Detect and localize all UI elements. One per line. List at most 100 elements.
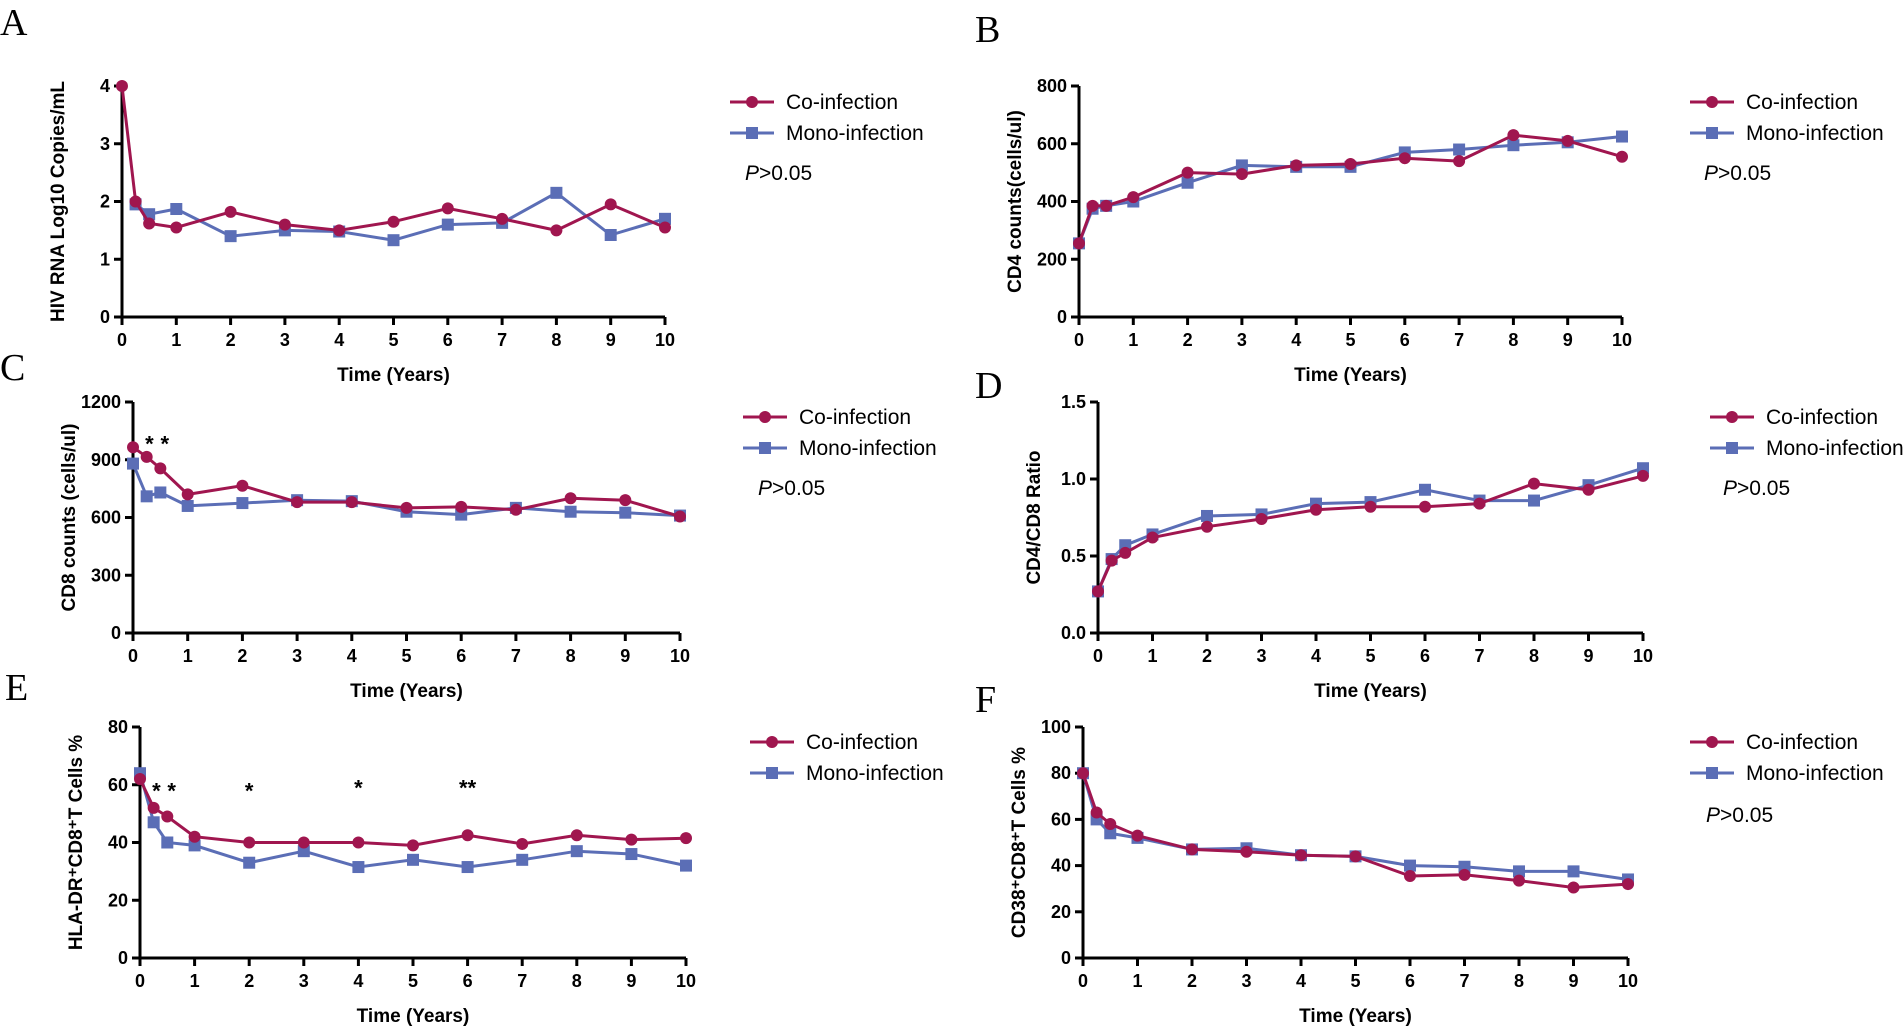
legend-marker-co-infection bbox=[759, 411, 771, 423]
co-infection-point bbox=[1235, 168, 1248, 181]
y-tick-label: 600 bbox=[91, 508, 121, 528]
legend-marker-mono-infection bbox=[1706, 767, 1718, 779]
co-infection-point bbox=[1310, 503, 1322, 516]
y-tick-label: 0 bbox=[111, 623, 121, 643]
y-tick-label: 1 bbox=[100, 249, 110, 269]
x-tick-label: 3 bbox=[280, 330, 290, 350]
x-tick-label: 5 bbox=[1350, 971, 1360, 991]
y-tick-label: 0 bbox=[118, 948, 128, 968]
co-infection-point bbox=[161, 810, 174, 823]
x-tick-label: 5 bbox=[388, 330, 398, 350]
co-infection-point bbox=[129, 195, 142, 208]
x-tick-label: 5 bbox=[1365, 646, 1375, 666]
x-tick-label: 8 bbox=[1514, 971, 1524, 991]
x-tick-label: 8 bbox=[551, 330, 561, 350]
y-tick-label: 400 bbox=[1037, 192, 1067, 212]
x-tick-label: 7 bbox=[517, 971, 527, 991]
y-tick-label: 600 bbox=[1037, 134, 1067, 154]
mono-infection-point bbox=[564, 505, 577, 518]
y-tick-label: 1.5 bbox=[1061, 392, 1086, 412]
mono-infection-point bbox=[352, 861, 365, 874]
x-tick-label: 4 bbox=[334, 330, 344, 350]
x-tick-label: 9 bbox=[606, 330, 616, 350]
x-tick-label: 4 bbox=[347, 646, 357, 666]
x-tick-label: 3 bbox=[299, 971, 309, 991]
mono-infection-point bbox=[127, 457, 139, 470]
y-tick-label: 1200 bbox=[81, 392, 121, 412]
legend-label: Co-infection bbox=[1746, 731, 1858, 754]
chart-panel-c: C 0 300 600 900 1200 0 1 2 3 4 5 6 7 8 9 10 Time (Years) C… bbox=[0, 347, 937, 702]
co-infection-point bbox=[1398, 152, 1411, 165]
co-infection-point bbox=[1561, 134, 1574, 147]
co-infection-point bbox=[570, 829, 583, 842]
mono-infection-point bbox=[1201, 509, 1213, 522]
mono-infection-point bbox=[461, 861, 474, 874]
mono-infection-point bbox=[147, 816, 160, 829]
x-tick-label: 2 bbox=[1187, 971, 1197, 991]
x-tick-label: 9 bbox=[620, 646, 630, 666]
co-infection-point bbox=[400, 501, 413, 514]
co-infection-point bbox=[1092, 585, 1104, 598]
co-infection-point bbox=[455, 500, 468, 513]
y-tick-label: 900 bbox=[91, 450, 121, 470]
x-tick-label: 9 bbox=[1568, 971, 1578, 991]
co-infection-point bbox=[604, 198, 617, 211]
x-tick-label: 6 bbox=[443, 330, 453, 350]
panel-letter: B bbox=[975, 9, 1000, 51]
mono-infection-point bbox=[188, 839, 201, 852]
chart-panel-a: A 0 1 2 3 4 0 1 2 3 4 5 6 7 8 9 10 Time (Years) HIV RNA Lo… bbox=[0, 2, 924, 386]
x-tick-label: 3 bbox=[1237, 330, 1247, 350]
y-axis-title: CD4/CD8 Ratio bbox=[1024, 450, 1045, 584]
x-tick-label: 9 bbox=[626, 971, 636, 991]
x-tick-label: 7 bbox=[497, 330, 507, 350]
mono-infection-point bbox=[1528, 494, 1540, 507]
co-infection-point bbox=[143, 217, 156, 230]
co-infection-point bbox=[659, 221, 671, 234]
mono-infection-point bbox=[441, 218, 454, 231]
y-tick-label: 100 bbox=[1041, 717, 1071, 737]
panel-letter: E bbox=[5, 667, 28, 709]
x-tick-label: 2 bbox=[237, 646, 247, 666]
mono-infection-point bbox=[154, 486, 167, 499]
x-tick-label: 2 bbox=[1202, 646, 1212, 666]
co-infection-point bbox=[181, 488, 194, 501]
significance-marker: * bbox=[167, 779, 176, 804]
x-tick-label: 0 bbox=[1078, 971, 1088, 991]
x-tick-label: 6 bbox=[463, 971, 473, 991]
co-infection-point bbox=[550, 224, 563, 237]
x-tick-label: 0 bbox=[1074, 330, 1084, 350]
co-infection-point bbox=[1105, 554, 1118, 567]
co-infection-point bbox=[1616, 150, 1628, 163]
co-infection-point bbox=[1528, 477, 1540, 490]
chart-panel-b: B 0 200 400 600 800 0 1 2 3 4 5 6 7 8 9 10 Time (Years) CD… bbox=[975, 9, 1884, 386]
legend-marker-mono-infection bbox=[746, 127, 758, 139]
y-tick-label: 300 bbox=[91, 565, 121, 585]
co-infection-point bbox=[1364, 500, 1377, 513]
y-tick-label: 200 bbox=[1037, 249, 1067, 269]
co-infection-point bbox=[140, 450, 153, 463]
co-infection-point bbox=[516, 837, 529, 850]
co-infection-point bbox=[1077, 767, 1089, 780]
panel-letter: F bbox=[975, 679, 996, 721]
co-infection-point bbox=[1295, 849, 1307, 862]
y-tick-label: 20 bbox=[1051, 902, 1071, 922]
co-infection-point bbox=[291, 496, 304, 509]
co-infection-point bbox=[625, 833, 638, 846]
legend-marker-co-infection bbox=[1706, 736, 1718, 748]
co-infection-point bbox=[1090, 806, 1103, 819]
x-tick-label: 5 bbox=[408, 971, 418, 991]
co-infection-point bbox=[509, 503, 522, 516]
x-tick-label: 4 bbox=[353, 971, 363, 991]
co-infection-point bbox=[1290, 159, 1303, 172]
co-infection-line bbox=[120, 85, 666, 232]
p-value-label: P>0.05 bbox=[758, 477, 825, 500]
y-tick-label: 3 bbox=[100, 134, 110, 154]
co-infection-point bbox=[1637, 469, 1649, 482]
legend-label: Mono-infection bbox=[799, 437, 937, 460]
y-tick-label: 0.5 bbox=[1061, 546, 1086, 566]
x-tick-label: 6 bbox=[1400, 330, 1410, 350]
y-axis-title: CD4 counts(cells/ul) bbox=[1005, 110, 1026, 293]
x-tick-label: 7 bbox=[1454, 330, 1464, 350]
x-tick-label: 5 bbox=[401, 646, 411, 666]
x-tick-label: 0 bbox=[1093, 646, 1103, 666]
